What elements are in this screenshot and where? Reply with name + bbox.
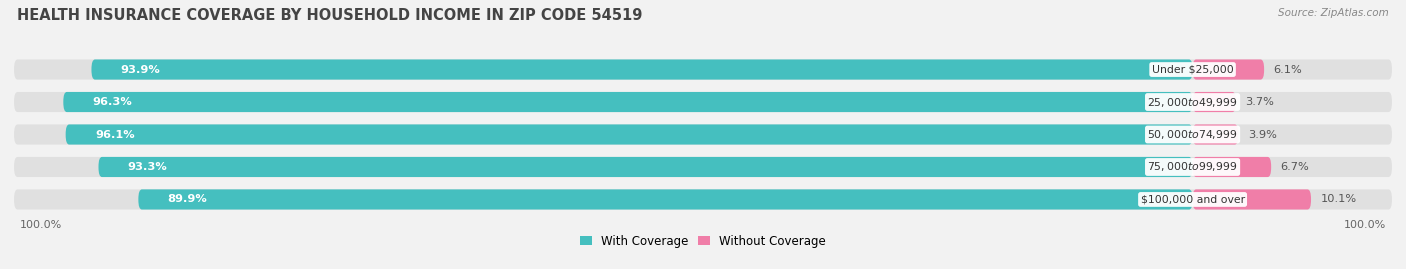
Text: 96.1%: 96.1% [96,129,135,140]
Text: Source: ZipAtlas.com: Source: ZipAtlas.com [1278,8,1389,18]
Text: 6.1%: 6.1% [1274,65,1302,75]
Text: 93.9%: 93.9% [121,65,160,75]
FancyBboxPatch shape [138,189,1192,210]
Text: 96.3%: 96.3% [93,97,132,107]
Text: Under $25,000: Under $25,000 [1152,65,1233,75]
FancyBboxPatch shape [14,125,1392,144]
FancyBboxPatch shape [14,92,1392,112]
FancyBboxPatch shape [1192,157,1271,177]
Text: 3.9%: 3.9% [1247,129,1277,140]
FancyBboxPatch shape [14,157,1392,177]
Text: $25,000 to $49,999: $25,000 to $49,999 [1147,95,1237,108]
Text: HEALTH INSURANCE COVERAGE BY HOUSEHOLD INCOME IN ZIP CODE 54519: HEALTH INSURANCE COVERAGE BY HOUSEHOLD I… [17,8,643,23]
Text: 89.9%: 89.9% [167,194,208,204]
Text: 93.3%: 93.3% [128,162,167,172]
FancyBboxPatch shape [98,157,1192,177]
FancyBboxPatch shape [91,59,1192,80]
Text: $100,000 and over: $100,000 and over [1140,194,1244,204]
Text: $50,000 to $74,999: $50,000 to $74,999 [1147,128,1237,141]
Text: 100.0%: 100.0% [1344,220,1386,230]
FancyBboxPatch shape [1192,189,1310,210]
FancyBboxPatch shape [1192,92,1236,112]
FancyBboxPatch shape [63,92,1192,112]
FancyBboxPatch shape [1192,59,1264,80]
FancyBboxPatch shape [66,125,1192,144]
FancyBboxPatch shape [14,189,1392,210]
FancyBboxPatch shape [14,59,1392,80]
Text: 6.7%: 6.7% [1281,162,1309,172]
Text: 100.0%: 100.0% [20,220,62,230]
Text: $75,000 to $99,999: $75,000 to $99,999 [1147,161,1237,174]
Text: 3.7%: 3.7% [1246,97,1274,107]
Text: 10.1%: 10.1% [1320,194,1357,204]
Legend: With Coverage, Without Coverage: With Coverage, Without Coverage [575,230,831,253]
FancyBboxPatch shape [1192,125,1239,144]
